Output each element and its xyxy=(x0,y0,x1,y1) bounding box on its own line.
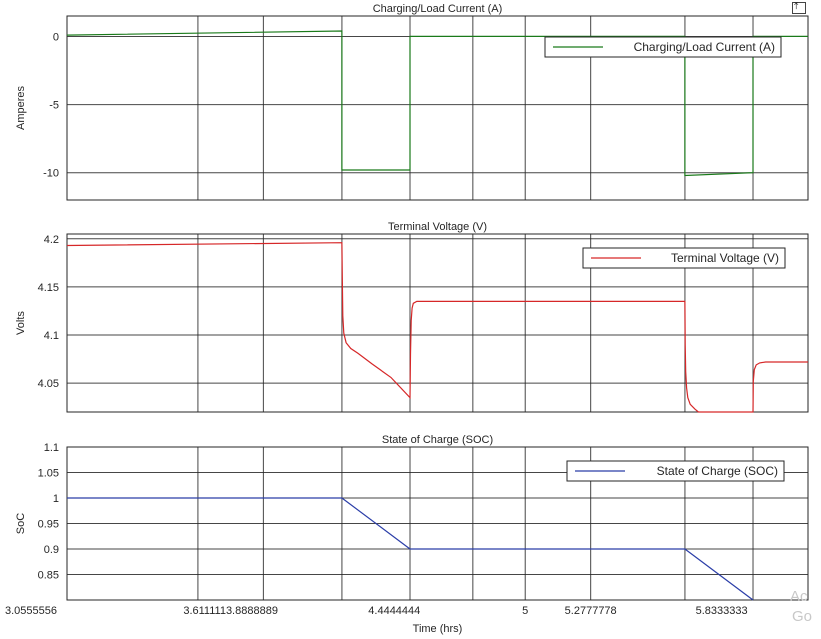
subplot-title: Charging/Load Current (A) xyxy=(373,3,503,15)
x-tick-label: 4.4444444 xyxy=(368,605,420,617)
legend: Charging/Load Current (A) xyxy=(544,36,782,58)
y-tick-label: 0 xyxy=(53,31,59,43)
legend: State of Charge (SOC) xyxy=(566,460,785,482)
subplot-title: State of Charge (SOC) xyxy=(382,434,493,446)
watermark-line-1: Ac xyxy=(790,588,808,605)
x-tick-label: 3.0555556 xyxy=(5,605,57,617)
series-line xyxy=(66,242,808,413)
y-tick-label: -10 xyxy=(43,168,59,180)
y-tick-label: 1.1 xyxy=(44,442,59,454)
subplot-2: 4.2 4.15 4.1 4.05 Terminal Voltage (V) Volts T… xyxy=(15,221,809,413)
x-tick-label: 5 xyxy=(522,605,528,617)
y-tick-label: 1 xyxy=(53,493,59,505)
y-axis-label: Volts xyxy=(15,311,27,335)
legend-box xyxy=(566,460,785,482)
series-line xyxy=(66,30,808,177)
y-tick-label: 0.85 xyxy=(38,570,59,582)
y-tick-label: 4.05 xyxy=(38,378,59,390)
legend-entry: Terminal Voltage (V) xyxy=(671,251,779,265)
legend: Terminal Voltage (V) xyxy=(582,247,786,269)
subplot-title: Terminal Voltage (V) xyxy=(388,221,487,233)
x-tick-label: 5.8333333 xyxy=(696,605,748,617)
legend-box xyxy=(582,247,786,269)
y-tick-label: 4.2 xyxy=(44,234,59,246)
watermark-line-2: Go xyxy=(792,608,813,625)
axes-frame xyxy=(66,446,809,601)
legend-entry: Charging/Load Current (A) xyxy=(634,40,775,54)
legend-box xyxy=(544,36,782,58)
x-tick-label: 5.2777778 xyxy=(565,605,617,617)
y-tick-label: 4.15 xyxy=(38,282,59,294)
y-axis-label: SoC xyxy=(15,513,27,534)
y-tick-label: 0.95 xyxy=(38,519,59,531)
y-tick-label: 4.1 xyxy=(44,330,59,342)
series-line xyxy=(67,497,754,601)
axes-frame xyxy=(66,15,809,201)
x-axis-label: Time (hrs) xyxy=(413,623,463,635)
subplot-3: 1.1 1.05 1 0.95 0.9 0.85 State of Charge (SOC)… xyxy=(5,434,809,635)
pin-icon[interactable]: ⤒ xyxy=(792,1,806,14)
x-tick-label: 3.6111113.8888889 xyxy=(183,605,278,617)
subplot-1: 0 -5 -10 Charging/Load Current (A) Amperes Ch… xyxy=(15,3,809,201)
axes-frame xyxy=(66,233,809,413)
y-axis-label: Amperes xyxy=(15,85,27,130)
legend-entry: State of Charge (SOC) xyxy=(657,464,778,478)
y-tick-label: -5 xyxy=(49,100,59,112)
y-tick-label: 0.9 xyxy=(44,544,59,556)
y-tick-label: 1.05 xyxy=(38,468,59,480)
